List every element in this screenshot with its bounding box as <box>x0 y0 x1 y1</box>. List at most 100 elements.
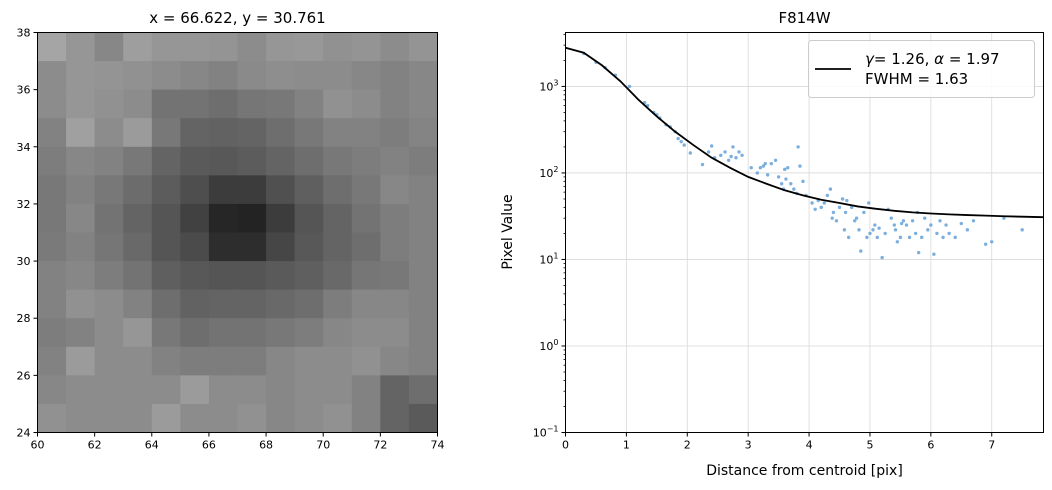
heatmap-cell <box>94 318 124 348</box>
heatmap-cell <box>66 32 96 62</box>
heatmap-cell <box>380 89 410 119</box>
heatmap-cell <box>66 89 96 119</box>
heatmap-cell <box>66 118 96 148</box>
heatmap-cell <box>266 346 296 376</box>
data-point <box>792 187 796 191</box>
heatmap-cell <box>408 318 438 348</box>
y-tick-label: 38 <box>17 27 31 40</box>
heatmap-cell <box>408 32 438 62</box>
heatmap-cell <box>94 175 124 205</box>
data-point <box>907 235 912 240</box>
data-point <box>893 228 898 232</box>
heatmap-cell <box>323 318 353 348</box>
heatmap-cell <box>123 232 153 262</box>
data-point <box>938 219 942 223</box>
heatmap-cell <box>37 61 67 91</box>
heatmap-cell <box>123 118 153 148</box>
data-point <box>798 164 802 168</box>
heatmap-cell <box>123 261 153 291</box>
profile-axes-frame <box>565 32 1044 433</box>
data-point <box>719 153 723 157</box>
heatmap-cell <box>151 346 181 376</box>
heatmap-cell <box>180 375 210 405</box>
heatmap-cell <box>266 175 296 205</box>
heatmap-cell <box>123 175 153 205</box>
data-point <box>935 231 939 236</box>
heatmap-cell <box>323 261 353 291</box>
data-point <box>880 255 884 260</box>
heatmap-cell <box>408 289 438 319</box>
heatmap-cell <box>151 403 181 433</box>
x-tick-label: 72 <box>373 439 387 452</box>
data-point <box>729 154 733 159</box>
data-point <box>765 173 770 177</box>
heatmap-cell <box>408 146 438 176</box>
heatmap-cell <box>123 346 153 376</box>
data-point <box>899 221 904 226</box>
data-point <box>857 228 861 232</box>
heatmap-cell <box>323 175 353 205</box>
data-point <box>749 165 753 170</box>
heatmap-cell <box>237 89 267 119</box>
data-point <box>789 182 793 186</box>
heatmap-cell <box>94 118 124 148</box>
heatmap-cell <box>123 203 153 233</box>
y-tick-label: 28 <box>17 312 31 325</box>
heatmap-cell <box>94 232 124 262</box>
y-tick-label: 10−1 <box>533 425 559 440</box>
heatmap-cell <box>94 261 124 291</box>
heatmap-cell <box>37 232 67 262</box>
heatmap-cell <box>380 146 410 176</box>
profile-y-minor-ticks <box>563 33 566 407</box>
heatmap-cell <box>66 146 96 176</box>
data-point <box>784 177 788 181</box>
data-point <box>840 197 845 201</box>
heatmap-cell <box>323 232 353 262</box>
data-point <box>779 182 784 186</box>
heatmap-cell <box>351 403 381 433</box>
data-point <box>706 150 711 154</box>
heatmap-cell <box>380 175 410 205</box>
heatmap-cell <box>294 146 324 176</box>
data-point <box>923 216 927 220</box>
heatmap-cell <box>37 318 67 348</box>
heatmap-cell <box>37 289 67 319</box>
heatmap-cell <box>351 89 381 119</box>
heatmap-cell <box>380 203 410 233</box>
heatmap-cell <box>237 289 267 319</box>
data-point <box>953 235 957 240</box>
heatmap-cell <box>408 346 438 376</box>
x-tick-label: 60 <box>31 439 45 452</box>
heatmap-cell <box>266 375 296 405</box>
legend-fwhm: FWHM = 1.63 <box>865 70 968 88</box>
y-tick-label: 24 <box>17 427 31 440</box>
heatmap-cell <box>208 403 238 433</box>
heatmap-cell <box>37 175 67 205</box>
data-point <box>913 231 918 236</box>
heatmap-cell <box>408 89 438 119</box>
heatmap-cell <box>237 318 267 348</box>
heatmap-cell <box>351 175 381 205</box>
heatmap-cell <box>151 289 181 319</box>
heatmap-cell <box>180 261 210 291</box>
data-point <box>825 193 830 198</box>
profile-y-axis-label: Pixel Value <box>500 194 516 269</box>
heatmap-cell <box>123 89 153 119</box>
heatmap-cell <box>294 175 324 205</box>
data-point <box>895 240 900 244</box>
heatmap-cell <box>208 375 238 405</box>
heatmap-cell <box>94 403 124 433</box>
data-point <box>731 145 735 149</box>
heatmap-cell <box>380 403 410 433</box>
data-point <box>758 165 763 170</box>
data-point <box>1002 216 1006 220</box>
data-point <box>627 84 632 89</box>
heatmap-cell <box>237 146 267 176</box>
heatmap-cell <box>408 61 438 91</box>
heatmap-cell <box>66 346 96 376</box>
y-tick-label: 100 <box>539 338 558 353</box>
heatmap-cell <box>237 346 267 376</box>
heatmap-cell <box>180 32 210 62</box>
heatmap-cell <box>208 289 238 319</box>
data-point <box>965 228 970 232</box>
